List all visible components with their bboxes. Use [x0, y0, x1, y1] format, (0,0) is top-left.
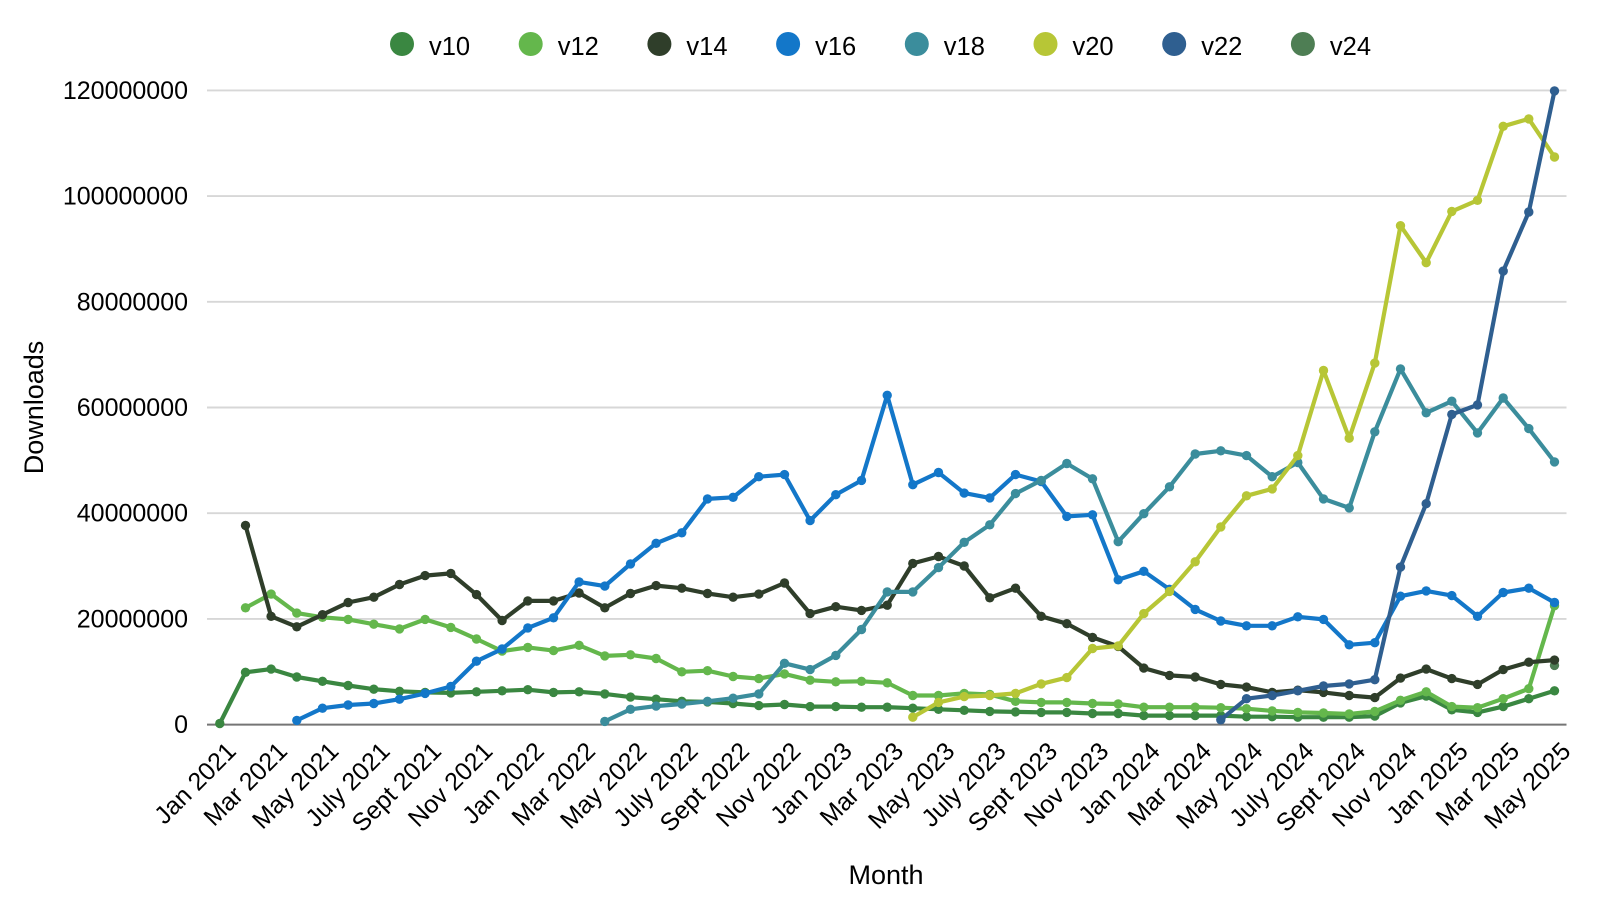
svg-text:100000000: 100000000 [63, 183, 188, 211]
svg-text:Downloads: Downloads [19, 341, 49, 475]
svg-text:v22: v22 [1201, 33, 1242, 61]
svg-text:20000000: 20000000 [77, 605, 188, 633]
svg-text:120000000: 120000000 [63, 77, 188, 105]
svg-text:60000000: 60000000 [77, 394, 188, 422]
svg-text:0: 0 [174, 711, 188, 739]
svg-text:Month: Month [848, 860, 923, 890]
svg-text:v16: v16 [815, 33, 856, 61]
svg-text:v12: v12 [558, 33, 599, 61]
svg-text:v20: v20 [1073, 33, 1114, 61]
svg-text:v10: v10 [429, 33, 470, 61]
svg-text:v18: v18 [944, 33, 985, 61]
svg-text:v14: v14 [686, 33, 727, 61]
svg-text:40000000: 40000000 [77, 500, 188, 528]
svg-text:80000000: 80000000 [77, 288, 188, 316]
svg-text:v24: v24 [1330, 33, 1371, 61]
